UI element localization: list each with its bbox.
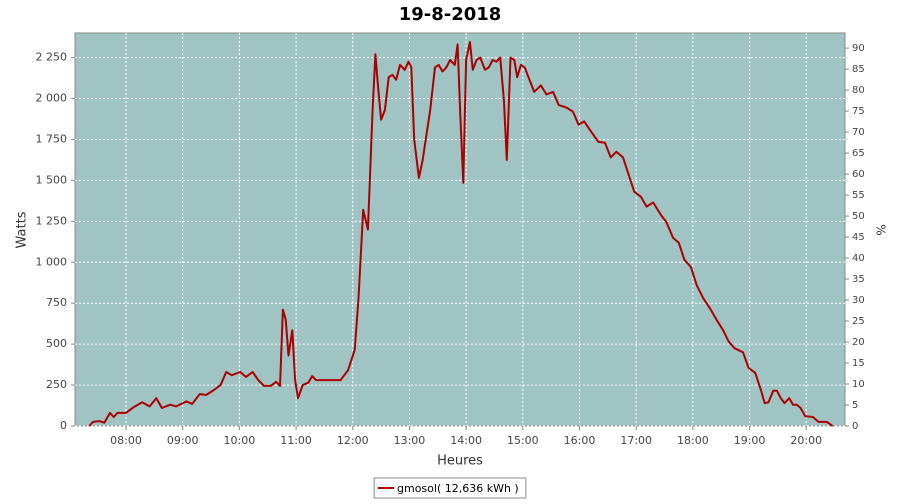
x-axis-label: Heures <box>437 454 483 469</box>
y2-tick-label: 20 <box>852 337 865 348</box>
y2-tick-label: 75 <box>852 106 865 117</box>
x-tick-label: 13:00 <box>394 434 426 447</box>
x-tick-label: 09:00 <box>167 434 199 447</box>
y-tick-label: 2 000 <box>36 92 68 105</box>
x-tick-label: 11:00 <box>280 434 312 447</box>
y2-tick-label: 90 <box>852 43 865 54</box>
y-tick-label: 750 <box>46 296 67 309</box>
x-tick-label: 15:00 <box>507 434 539 447</box>
y2-tick-label: 85 <box>852 64 865 75</box>
y2-tick-label: 80 <box>852 85 865 96</box>
y2-tick-label: 30 <box>852 295 865 306</box>
y2-tick-label: 50 <box>852 211 865 222</box>
data-line <box>88 41 834 427</box>
x-tick-label: 18:00 <box>677 434 709 447</box>
y2-tick-label: 60 <box>852 169 865 180</box>
x-tick-label: 12:00 <box>337 434 369 447</box>
y-tick-label: 1 000 <box>36 255 68 268</box>
legend-box <box>373 477 527 499</box>
y2-tick-label: 70 <box>852 127 865 138</box>
y2-tick-label: 15 <box>852 358 865 369</box>
x-tick-label: 17:00 <box>620 434 652 447</box>
y-tick-label: 1 500 <box>36 173 68 186</box>
y-tick-label: 250 <box>46 378 67 391</box>
y2-tick-label: 25 <box>852 316 865 327</box>
y-tick-label: 1 250 <box>36 214 68 227</box>
y2-tick-label: 0 <box>852 421 858 432</box>
y2-tick-label: 10 <box>852 379 865 390</box>
x-tick-label: 20:00 <box>790 434 822 447</box>
y2-tick-label: 55 <box>852 190 865 201</box>
y-tick-label: 1 750 <box>36 132 68 145</box>
chart-title: 19-8-2018 <box>399 4 502 25</box>
y2-tick-label: 35 <box>852 274 865 285</box>
y2-tick-label: 40 <box>852 253 865 264</box>
y2-tick-label: 45 <box>852 232 865 243</box>
legend-label: gmosol( 12,636 kWh ) <box>397 482 519 495</box>
y2-tick-label: 65 <box>852 148 865 159</box>
x-tick-label: 08:00 <box>110 434 142 447</box>
y-tick-label: 2 250 <box>36 51 68 64</box>
x-tick-label: 19:00 <box>734 434 766 447</box>
y-tick-label: 0 <box>60 419 67 432</box>
y2-axis-label: % <box>874 224 888 235</box>
y2-tick-label: 5 <box>852 400 858 411</box>
y-axis-label: Watts <box>15 211 30 248</box>
x-tick-label: 10:00 <box>224 434 256 447</box>
x-tick-label: 16:00 <box>564 434 596 447</box>
y-tick-label: 500 <box>46 337 67 350</box>
x-tick-label: 14:00 <box>450 434 482 447</box>
